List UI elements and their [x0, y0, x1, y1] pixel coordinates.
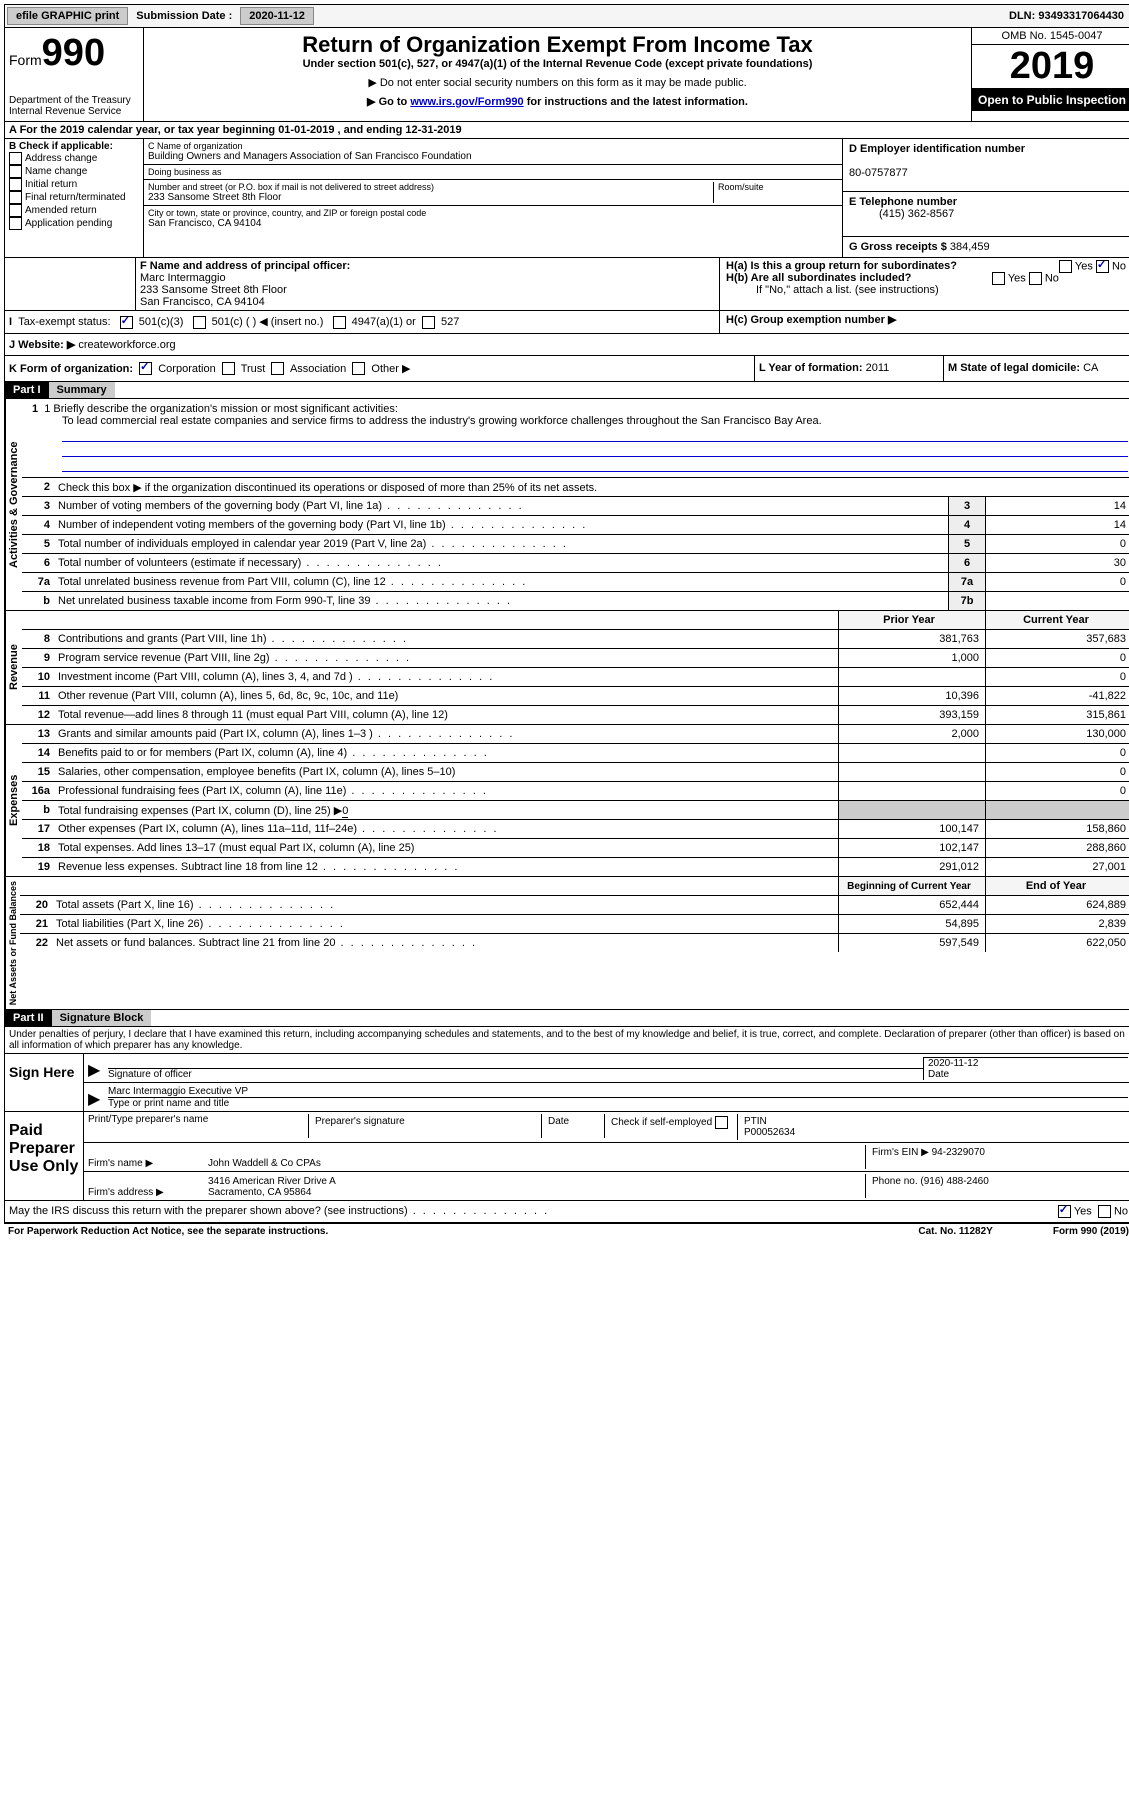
- type-name-label: Type or print name and title: [108, 1098, 1128, 1109]
- prep-date-label: Date: [541, 1114, 604, 1138]
- paid-preparer-label: Paid Preparer Use Only: [5, 1112, 84, 1200]
- officer-addr2: San Francisco, CA 94104: [140, 296, 715, 308]
- prep-sig-label: Preparer's signature: [308, 1114, 541, 1138]
- part1-title: Summary: [49, 382, 115, 398]
- city-value: San Francisco, CA 94104: [148, 218, 838, 229]
- firm-addr1: 3416 American River Drive A: [208, 1176, 865, 1187]
- org-name-label: C Name of organization: [148, 141, 838, 151]
- tax-year: 2019: [972, 45, 1129, 89]
- gross-value: 384,459: [950, 241, 990, 253]
- section-b: B Check if applicable: Address change Na…: [5, 139, 144, 257]
- vert-expenses: Expenses: [5, 725, 22, 876]
- ein-value: 80-0757877: [849, 167, 908, 179]
- form-label: Form: [9, 52, 42, 68]
- hb-note: If "No," attach a list. (see instruction…: [726, 284, 1126, 296]
- gross-label: G Gross receipts $: [849, 241, 947, 253]
- vert-governance: Activities & Governance: [5, 399, 22, 610]
- org-name: Building Owners and Managers Association…: [148, 151, 838, 162]
- footer-mid: Cat. No. 11282Y: [918, 1226, 992, 1237]
- website-value: createworkforce.org: [78, 339, 175, 351]
- website-label: J Website: ▶: [9, 339, 75, 351]
- street-value: 233 Sansome Street 8th Floor: [148, 192, 713, 203]
- submission-date: 2020-11-12: [240, 7, 314, 25]
- room-label: Room/suite: [718, 182, 838, 192]
- phone-label: E Telephone number: [849, 196, 957, 208]
- ein-label: D Employer identification number: [849, 143, 1025, 155]
- tax-status-label: Tax-exempt status:: [18, 316, 110, 328]
- dln: DLN: 93493317064430: [1009, 10, 1129, 22]
- top-bar: efile GRAPHIC print Submission Date : 20…: [4, 4, 1129, 28]
- omb-number: OMB No. 1545-0047: [972, 28, 1129, 45]
- irs-link[interactable]: www.irs.gov/Form990: [410, 96, 523, 108]
- hb-label: H(b) Are all subordinates included?: [726, 272, 911, 284]
- mission-label: 1 Briefly describe the organization's mi…: [44, 403, 398, 415]
- dba-label: Doing business as: [148, 167, 838, 177]
- sig-officer-label: Signature of officer: [108, 1068, 923, 1080]
- form-header: Form990 Department of the Treasury Inter…: [4, 28, 1129, 122]
- prep-name-label: Print/Type preparer's name: [88, 1114, 308, 1125]
- efile-button[interactable]: efile GRAPHIC print: [7, 7, 128, 25]
- part1-header: Part I: [5, 382, 49, 398]
- hc-label: H(c) Group exemption number ▶: [726, 314, 896, 326]
- dept-treasury: Department of the Treasury Internal Reve…: [9, 95, 139, 117]
- firm-name: John Waddell & Co CPAs: [208, 1158, 865, 1169]
- k-label: K Form of organization:: [9, 363, 133, 375]
- vert-revenue: Revenue: [5, 611, 22, 724]
- sig-date-value: 2020-11-12: [928, 1058, 1128, 1069]
- vert-netassets: Net Assets or Fund Balances: [5, 877, 20, 1009]
- firm-addr2: Sacramento, CA 95864: [208, 1187, 865, 1198]
- officer-addr1: 233 Sansome Street 8th Floor: [140, 284, 715, 296]
- form-subtitle-2: ▶ Do not enter social security numbers o…: [148, 76, 967, 89]
- discuss-label: May the IRS discuss this return with the…: [9, 1205, 549, 1218]
- sign-here-label: Sign Here: [5, 1054, 84, 1111]
- footer-right: Form 990 (2019): [1053, 1226, 1129, 1237]
- officer-label: F Name and address of principal officer:: [140, 260, 715, 272]
- street-label: Number and street (or P.O. box if mail i…: [148, 182, 713, 192]
- form-subtitle-1: Under section 501(c), 527, or 4947(a)(1)…: [148, 58, 967, 70]
- phone-value: (415) 362-8567: [849, 208, 954, 220]
- submission-label: Submission Date :: [130, 10, 238, 22]
- footer-left: For Paperwork Reduction Act Notice, see …: [8, 1226, 328, 1237]
- goto-prefix: ▶ Go to: [367, 96, 410, 108]
- form-number: 990: [42, 32, 105, 74]
- goto-suffix: for instructions and the latest informat…: [524, 96, 748, 108]
- sig-declaration: Under penalties of perjury, I declare th…: [5, 1027, 1129, 1053]
- row-a-period: A For the 2019 calendar year, or tax yea…: [4, 122, 1129, 139]
- part2-header: Part II: [5, 1010, 52, 1026]
- ha-label: H(a) Is this a group return for subordin…: [726, 260, 957, 272]
- form-title: Return of Organization Exempt From Incom…: [148, 32, 967, 58]
- officer-name: Marc Intermaggio: [140, 272, 715, 284]
- open-inspection: Open to Public Inspection: [972, 89, 1129, 111]
- mission-text: To lead commercial real estate companies…: [62, 415, 1128, 427]
- officer-name-title: Marc Intermaggio Executive VP: [108, 1086, 1128, 1098]
- city-label: City or town, state or province, country…: [148, 208, 838, 218]
- sig-date-label: Date: [928, 1069, 1128, 1080]
- part2-title: Signature Block: [52, 1010, 152, 1026]
